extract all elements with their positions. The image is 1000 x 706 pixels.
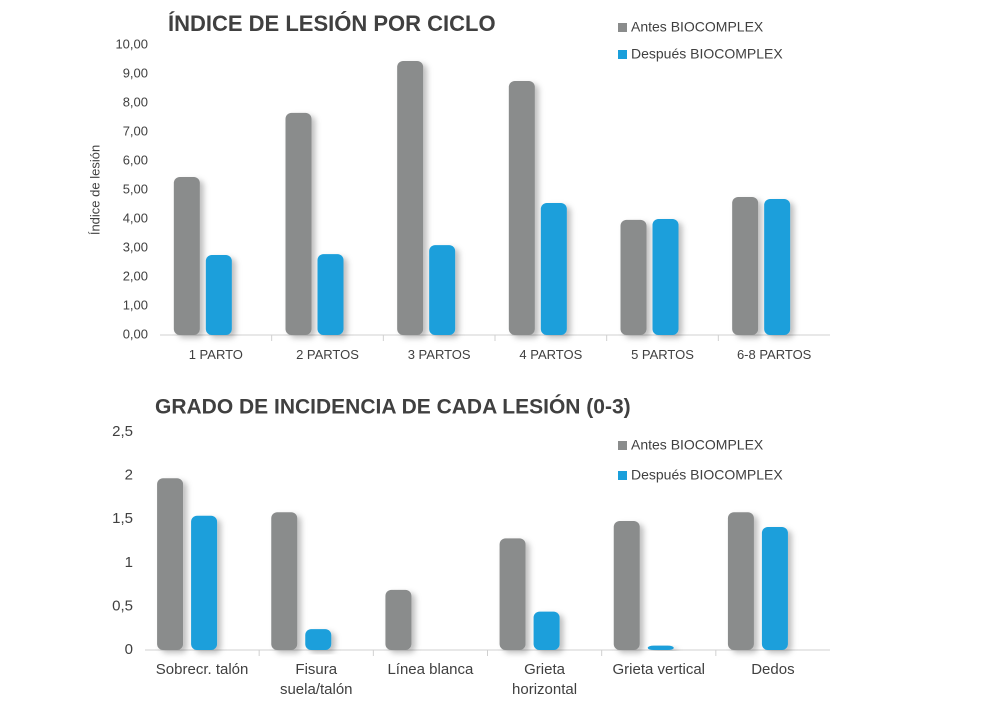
bar [727,512,754,650]
bar [620,219,647,335]
chart-title: ÍNDICE DE LESIÓN POR CICLO [168,11,496,36]
legend-label: Antes BIOCOMPLEX [631,437,764,453]
y-tick-label: 1,5 [112,510,133,527]
x-tick-label: Fisura suela/talón [279,661,353,698]
legend-swatch [618,441,627,450]
y-tick-label: 2,5 [112,423,133,440]
legend-swatch [618,23,627,32]
bar [761,527,788,650]
y-tick-label: 0 [125,641,133,658]
bar [305,629,332,650]
y-tick-label: 9,00 [123,65,148,80]
y-tick-label: 2,00 [123,268,148,283]
x-tick-label: Grieta horizontal [512,661,578,698]
x-tick-label: 4 PARTOS [519,347,583,362]
legend-swatch [618,50,627,59]
y-tick-label: 1,00 [123,297,148,312]
x-tick-label: Grieta vertical [612,661,706,678]
bar [205,254,232,335]
x-tick-label: 6-8 PARTOS [736,347,812,362]
bar [533,611,560,650]
bar [397,60,424,335]
bar [732,196,759,335]
x-tick-label: 2 PARTOS [296,347,359,362]
y-tick-label: 2 [125,467,133,484]
legend-label: Después BIOCOMPLEX [631,46,783,62]
legend-label: Después BIOCOMPLEX [631,467,783,483]
legend-label: Antes BIOCOMPLEX [631,19,764,35]
legend-swatch [618,471,627,480]
x-tick-label: Sobrecr. talón [155,661,249,678]
x-tick-label: 3 PARTOS [407,347,471,362]
y-tick-label: 4,00 [123,210,148,225]
bar [652,219,679,335]
bar [508,80,535,336]
bar [317,254,344,335]
bar [764,198,791,335]
bar [173,176,200,335]
y-tick-label: 0,5 [112,597,133,614]
x-tick-label: Dedos [751,661,795,678]
bar [647,645,674,650]
bar [191,515,218,650]
y-tick-label: 0,00 [123,326,148,341]
x-tick-label: Línea blanca [387,661,474,678]
chart-title: GRADO DE INCIDENCIA DE CADA LESIÓN (0-3) [155,395,631,419]
bar [499,538,526,650]
bar [540,203,567,335]
y-tick-label: 10,00 [115,36,148,51]
x-tick-label: 5 PARTOS [631,347,694,362]
bar [285,112,312,335]
y-tick-label: 7,00 [123,123,148,138]
bar [385,589,412,650]
y-tick-label: 8,00 [123,94,148,109]
y-tick-label: 6,00 [123,152,148,167]
bar [157,478,184,650]
y-axis-title: Índice de lesión [87,145,102,235]
bar [271,512,298,650]
bar [613,520,640,650]
bar [429,245,456,335]
y-tick-label: 3,00 [123,239,148,254]
y-tick-label: 5,00 [123,181,148,196]
x-tick-label: 1 PARTO [188,347,243,362]
y-tick-label: 1 [125,554,133,571]
